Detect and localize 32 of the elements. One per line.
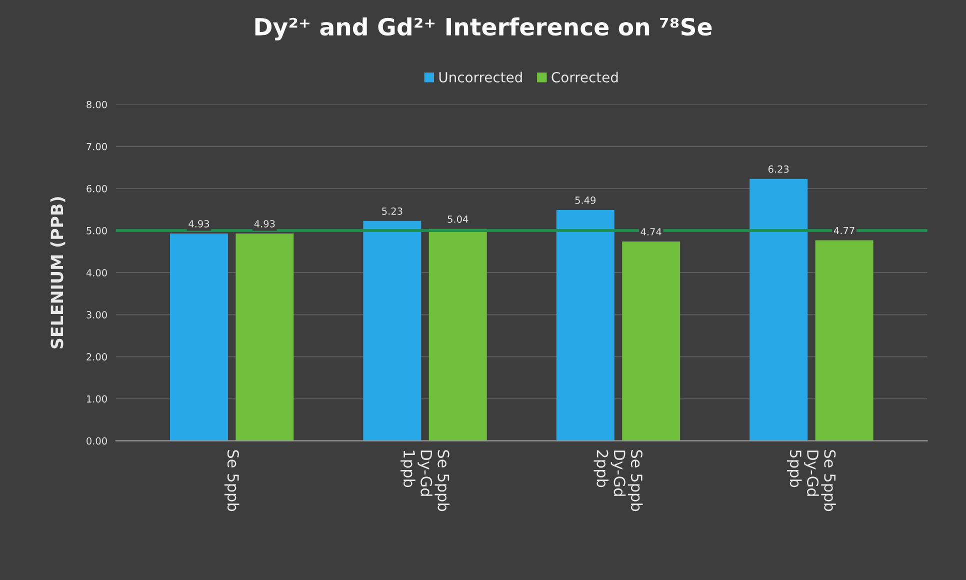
legend-label: Uncorrected xyxy=(439,72,522,82)
y-axis-title: SELENIUM (PPB) xyxy=(50,197,66,348)
y-tick-label: 3.00 xyxy=(86,311,107,318)
bar xyxy=(170,233,228,441)
bar xyxy=(556,210,614,441)
y-tick-label: 6.00 xyxy=(86,184,107,192)
y-tick-label: 4.00 xyxy=(86,269,107,276)
data-label: 4.93 xyxy=(254,220,275,228)
data-label: 5.04 xyxy=(448,215,468,223)
bar xyxy=(815,240,874,441)
y-tick-label: 2.00 xyxy=(86,353,107,361)
bar xyxy=(236,233,294,441)
bar xyxy=(750,178,808,441)
data-label: 4.74 xyxy=(640,228,662,236)
x-tick-label: Se 5ppb Dy-Gd 1ppb xyxy=(400,450,450,512)
x-tick-label: Se 5ppb Dy-Gd 5ppb xyxy=(786,450,836,512)
y-tick-label: 8.00 xyxy=(86,100,107,108)
y-tick-label: 1.00 xyxy=(87,395,107,403)
data-label: 4.93 xyxy=(188,220,210,228)
x-tick-label: Se 5ppb Dy-Gd 2ppb xyxy=(594,450,643,512)
y-tick-label: 5.00 xyxy=(86,227,107,234)
data-label: 5.49 xyxy=(575,196,596,204)
data-label: 4.77 xyxy=(834,226,854,234)
data-label: 6.23 xyxy=(768,165,789,173)
x-tick-label: Se 5ppb xyxy=(224,450,240,512)
data-label: 5.23 xyxy=(382,207,402,215)
legend-label: Corrected xyxy=(552,72,618,82)
chart-title: Dy²⁺ and Gd²⁺ Interference on ⁷⁸Se xyxy=(255,17,712,40)
bar xyxy=(622,241,680,441)
bar xyxy=(363,220,422,441)
y-tick-label: 0.00 xyxy=(86,437,107,445)
y-tick-label: 7.00 xyxy=(86,142,107,150)
